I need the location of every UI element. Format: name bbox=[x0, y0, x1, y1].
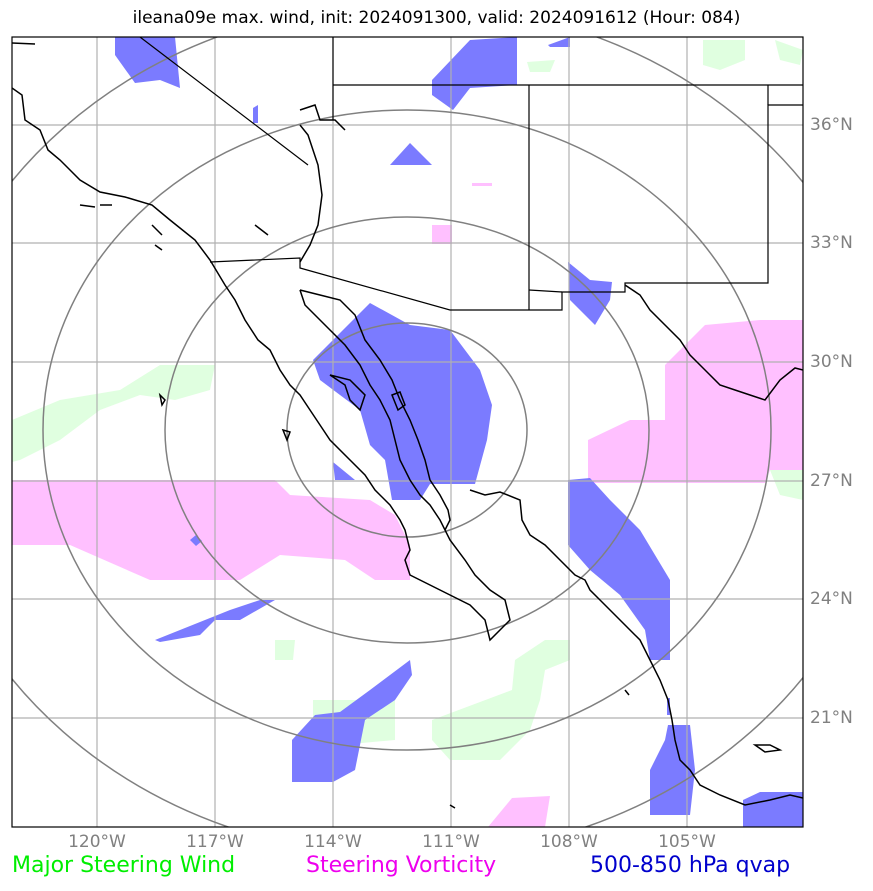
lat-label-24n: 24°N bbox=[810, 589, 853, 609]
qvap-areas bbox=[115, 37, 803, 827]
lon-label-117w: 117°W bbox=[186, 832, 244, 852]
lat-label-36n: 36°N bbox=[810, 115, 853, 135]
lon-label-108w: 108°W bbox=[540, 832, 598, 852]
lat-label-21n: 21°N bbox=[810, 708, 853, 728]
lon-label-111w: 111°W bbox=[422, 832, 480, 852]
coastlines bbox=[12, 42, 803, 809]
map-frame bbox=[11, 36, 804, 828]
legend-steering-vorticity: Steering Vorticity bbox=[306, 853, 497, 878]
lon-label-120w: 120°W bbox=[68, 832, 126, 852]
lat-label-33n: 33°N bbox=[810, 233, 853, 253]
distance-rings bbox=[12, 37, 803, 827]
lat-label-30n: 30°N bbox=[810, 352, 853, 372]
lat-label-27n: 27°N bbox=[810, 471, 853, 491]
legend-qvap: 500-850 hPa qvap bbox=[590, 853, 791, 878]
graticule bbox=[12, 37, 803, 827]
political-borders bbox=[139, 37, 803, 311]
lon-label-114w: 114°W bbox=[304, 832, 362, 852]
legend-steering-wind: Major Steering Wind bbox=[12, 853, 236, 878]
map-title: ileana09e max. wind, init: 2024091300, v… bbox=[132, 8, 741, 28]
steering-vorticity-areas bbox=[12, 183, 803, 827]
lon-label-105w: 105°W bbox=[658, 832, 716, 852]
